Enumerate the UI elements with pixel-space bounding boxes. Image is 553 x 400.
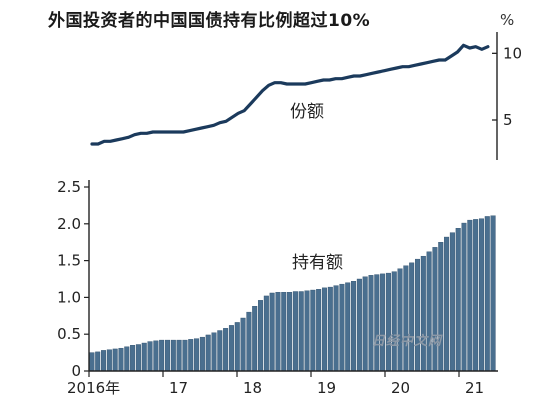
holding-bar — [316, 289, 322, 372]
holding-bar — [234, 322, 240, 372]
holding-bar — [455, 228, 461, 372]
holding-bar — [159, 339, 165, 372]
holding-bar — [298, 291, 304, 372]
holding-bar — [269, 292, 275, 372]
holding-bar — [153, 340, 159, 372]
holding-bar — [426, 251, 432, 372]
holding-bar — [478, 218, 484, 372]
holding-bar — [118, 347, 124, 372]
share-y-tick-label: 10 — [503, 44, 522, 62]
holding-bar — [304, 290, 310, 372]
watermark: 日经中文网 — [372, 333, 443, 349]
holding-bar — [223, 328, 229, 372]
share-y-unit: % — [500, 11, 514, 29]
holding-y-tick-label: 2.0 — [57, 215, 81, 233]
holding-bar — [403, 265, 409, 372]
holding-bar — [101, 350, 107, 372]
share-line-panel: % 份额 5 10 — [90, 11, 522, 160]
holding-y-tick-label: 0 — [71, 362, 81, 380]
holding-y-tick-label: 1.0 — [57, 288, 81, 306]
holding-bar — [321, 287, 327, 372]
holding-bar — [391, 271, 397, 372]
holding-bar — [147, 341, 153, 372]
share-series-label: 份额 — [290, 102, 324, 122]
share-y-ticks: 5 10 — [492, 44, 522, 129]
holding-bar — [473, 219, 479, 372]
holding-y-ticks: 0 0.5 1.0 1.5 2.0 2.5 — [57, 178, 89, 380]
holding-bar — [211, 332, 217, 372]
holding-bar — [124, 346, 130, 372]
holding-x-tick-label: 20 — [391, 379, 410, 397]
holding-bar — [351, 281, 357, 372]
holding-x-tick-label: 19 — [317, 379, 336, 397]
holding-bar — [444, 236, 450, 372]
holding-bar — [490, 215, 496, 372]
holding-bar — [356, 278, 362, 372]
holding-bar — [217, 330, 223, 372]
holding-bar — [380, 273, 386, 372]
holding-bar — [449, 232, 455, 372]
holding-bar — [182, 339, 188, 372]
holding-bar — [362, 276, 368, 372]
holding-x-tick-label: 2016年 — [67, 379, 120, 397]
share-series-line — [90, 43, 490, 146]
holding-bar — [170, 339, 176, 372]
holding-bar — [420, 255, 426, 372]
holding-bar — [176, 339, 182, 372]
holding-bar — [310, 289, 316, 372]
holding-bar — [112, 348, 118, 372]
holding-bar — [228, 325, 234, 372]
holding-y-tick-label: 2.5 — [57, 178, 81, 196]
holding-bar — [106, 349, 112, 372]
holding-bar — [281, 292, 287, 372]
holding-bar — [438, 241, 444, 372]
holding-bar — [240, 317, 246, 372]
holding-bar-panel: 0 0.5 1.0 1.5 2.0 2.5 2016年 17 18 19 20 21 持有额 日经中… — [57, 178, 498, 397]
holding-bar — [199, 336, 205, 372]
holding-bar — [397, 268, 403, 372]
holding-x-ticks: 2016年 17 18 19 20 21 — [67, 371, 484, 397]
holding-bar — [89, 352, 95, 372]
holding-bar — [484, 216, 490, 372]
holding-bar — [333, 285, 339, 372]
holding-bar — [461, 222, 467, 372]
holding-bar — [345, 282, 351, 372]
holding-bar — [327, 286, 333, 372]
holding-bar — [258, 300, 264, 372]
holding-bar — [275, 292, 281, 372]
holding-bar — [374, 274, 380, 372]
holding-x-tick-label: 18 — [243, 379, 262, 397]
holding-bar — [467, 219, 473, 372]
holding-bar — [135, 344, 141, 372]
holding-bar — [287, 292, 293, 372]
holding-bar — [415, 258, 421, 372]
holding-bar — [292, 291, 298, 372]
holding-bar — [368, 275, 374, 372]
chart-title: 外国投资者的中国国债持有比例超过10% — [48, 11, 371, 31]
holding-series-label: 持有额 — [292, 253, 343, 273]
holding-bar — [194, 338, 200, 372]
holding-x-tick-label: 17 — [169, 379, 188, 397]
holding-bar — [339, 283, 345, 372]
holding-bar — [246, 311, 252, 372]
holding-y-tick-label: 0.5 — [57, 325, 81, 343]
holding-bar — [205, 334, 211, 372]
share-y-tick-label: 5 — [503, 111, 513, 129]
holding-x-tick-label: 21 — [465, 379, 484, 397]
holding-bar — [141, 342, 147, 372]
holding-bar — [263, 295, 269, 372]
holding-y-tick-label: 1.5 — [57, 252, 81, 270]
holding-bar — [164, 339, 171, 372]
holding-bar — [385, 272, 391, 372]
holding-bar — [188, 339, 194, 372]
holding-bar — [409, 262, 415, 372]
holding-bar — [95, 351, 101, 372]
holding-bar — [252, 306, 258, 372]
holding-bar — [432, 247, 438, 372]
holding-bar — [130, 345, 136, 372]
